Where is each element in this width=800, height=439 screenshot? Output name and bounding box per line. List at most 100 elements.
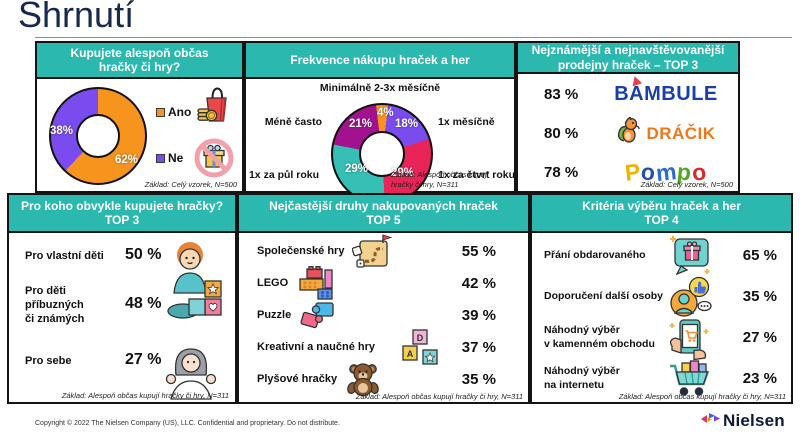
lego-icon [296,266,338,300]
criteria-row-recommendation: Doporučení další osoby 35 % [532,276,791,317]
puzzle-icon [299,300,337,330]
who-value-self: 27 % [125,351,162,368]
who-label-own-children: Pro vlastní děti [25,250,104,262]
freq-pct-monthly23: 4% [377,107,394,119]
freq-label-quarter: 1x za čtvrt roku [438,169,516,181]
criteria-row-wish: Přání obdarovaného 65 % [532,235,791,276]
letter-blocks-icon: D A [399,328,441,366]
panel-frequency-title: Frekvence nákupu hraček a her [246,43,514,79]
legend-yes-swatch [156,107,165,117]
panel-who: Pro koho obvykle kupujete hračky? TOP 3 … [7,193,237,404]
panel-buy: Kupujete alespoň občas hračky či hry? 38… [35,41,244,193]
criteria-label-wish: Přání obdarovaného [544,248,646,261]
criteria-label-recommendation: Doporučení další osoby [544,289,664,302]
panel-criteria-title: Kritéria výběru hraček a her TOP 4 [532,195,791,233]
criteria-value-recommendation: 35 % [742,288,777,305]
frequency-base-note: Základ: Alespoň občas kupují hračky či h… [391,170,489,189]
toy-row-puzzle: Puzzle 39 % [239,299,528,331]
dracik-logo: DRÁČIK [616,115,716,150]
freq-label-monthly1: 1x měsíčně [438,116,495,128]
pompo-percent: 78 % [544,164,579,181]
toy-row-creative: Kreativní a naučné hry D A 37 % [239,328,528,366]
shopping-bag-icon [193,84,237,133]
panel-shops-title: Nejznámější a nejnavštěvovanější prodejn… [518,43,738,74]
dracik-percent: 80 % [544,125,579,142]
who-value-relatives: 48 % [125,295,162,312]
toy-value-creative: 37 % [461,338,496,356]
buy-donut-hole [76,114,120,158]
toy-label-plush: Plyšové hračky [257,373,338,385]
legend-no-swatch [156,153,165,163]
legend-no-label: Ne [168,151,184,165]
criteria-row-store: Náhodný výběr v kamenném obchodu 27 % [532,315,791,361]
child-with-blocks-icon [165,241,227,328]
who-label-self: Pro sebe [25,355,72,367]
who-base-note: Základ: Alespoň občas kupují hračky či h… [61,390,229,400]
legend-no: Ne [156,151,183,165]
buy-base-note: Základ: Celý vzorek, N=500 [144,179,237,189]
who-label-relatives: Pro děti příbuzných či známých [25,285,85,325]
copyright-text: Copyright © 2022 The Nielsen Company (US… [35,420,340,427]
phone-in-hands-icon [666,315,712,361]
toy-label-lego: LEGO [257,277,289,289]
who-value-own-children: 50 % [125,246,162,263]
freq-label-less: Méně často [264,116,322,128]
nielsen-logo: Nielsen [700,411,785,431]
criteria-value-store: 27 % [742,329,777,346]
panel-criteria: Kritéria výběru hraček a her TOP 4 Přání… [530,193,793,404]
shop-row-pompo: 78 % Pompo [518,154,738,191]
toy-value-puzzle: 39 % [461,306,496,324]
panel-toys: Nejčastější druhy nakupovaných hraček TO… [237,193,530,404]
buy-donut-chart: 38% 62% [49,87,147,185]
criteria-value-internet: 23 % [742,370,777,387]
page-title: Shrnutí [18,0,135,35]
no-gift-icon [193,137,235,184]
criteria-base-note: Základ: Alespoň občas kupují hračky či h… [618,391,786,401]
nielsen-mark-icon [700,411,720,431]
criteria-label-store: Náhodný výběr v kamenném obchodu [544,323,655,350]
toy-value-lego: 42 % [461,274,496,292]
freq-pct-monthly1: 18% [395,118,419,130]
shop-row-bambule: 83 % BAMBULE [518,76,738,113]
legend-yes-label: Ano [168,105,192,119]
toy-value-board-games: 55 % [461,242,496,260]
nielsen-wordmark: Nielsen [723,411,785,430]
toy-label-puzzle: Puzzle [257,309,292,321]
svg-text:D: D [417,333,424,343]
freq-label-halfyear: 1x za půl roku [248,169,319,181]
toy-row-plush: Plyšové hračky 35 % [239,361,528,397]
frequency-donut-chart: 4% 18% 29% 29% 21% [331,103,433,205]
title-underline [35,37,792,38]
freq-pct-halfyear: 29% [345,163,369,175]
toys-base-note: Základ: Alespoň občas kupují hračky či h… [355,391,523,401]
toy-label-board-games: Společenské hry [257,245,345,257]
criteria-row-internet: Náhodný výběr na internetu 23 % [532,358,791,399]
shop-row-dracik: 80 % [518,115,738,152]
toy-value-plush: 35 % [461,370,496,388]
toy-label-creative: Kreativní a naučné hry [257,341,375,353]
shops-base-note: Základ: Celý vzorek, N=500 [640,179,733,189]
frequency-donut-hole [359,131,405,177]
bambule-logo: BAMBULE [614,83,718,105]
legend-yes: Ano [156,105,191,119]
shopping-cart-icon [666,358,712,400]
buy-no-percent: 38% [50,125,74,137]
buy-yes-percent: 62% [114,154,138,166]
board-game-icon [352,233,393,269]
teddy-bear-icon [345,361,381,397]
bambule-percent: 83 % [544,86,579,103]
gift-speech-bubble-icon [666,235,712,277]
freq-pct-less: 21% [349,118,373,130]
freq-pct-quarter: 29% [391,167,415,179]
adult-person-icon [163,337,219,406]
panel-buy-title: Kupujete alespoň občas hračky či hry? [37,43,242,79]
recommendation-thumbs-up-icon [666,276,712,318]
dracik-logo-text: DRÁČIK [646,123,716,143]
panel-frequency: Frekvence nákupu hraček a her Minimálně … [244,41,516,205]
panel-who-title: Pro koho obvykle kupujete hračky? TOP 3 [9,195,235,233]
panel-toys-title: Nejčastější druhy nakupovaných hraček TO… [239,195,528,233]
svg-text:A: A [407,349,414,359]
panel-shops: Nejznámější a nejnavštěvovanější prodejn… [516,41,740,193]
toy-row-board-games: Společenské hry 55 % [239,233,528,269]
